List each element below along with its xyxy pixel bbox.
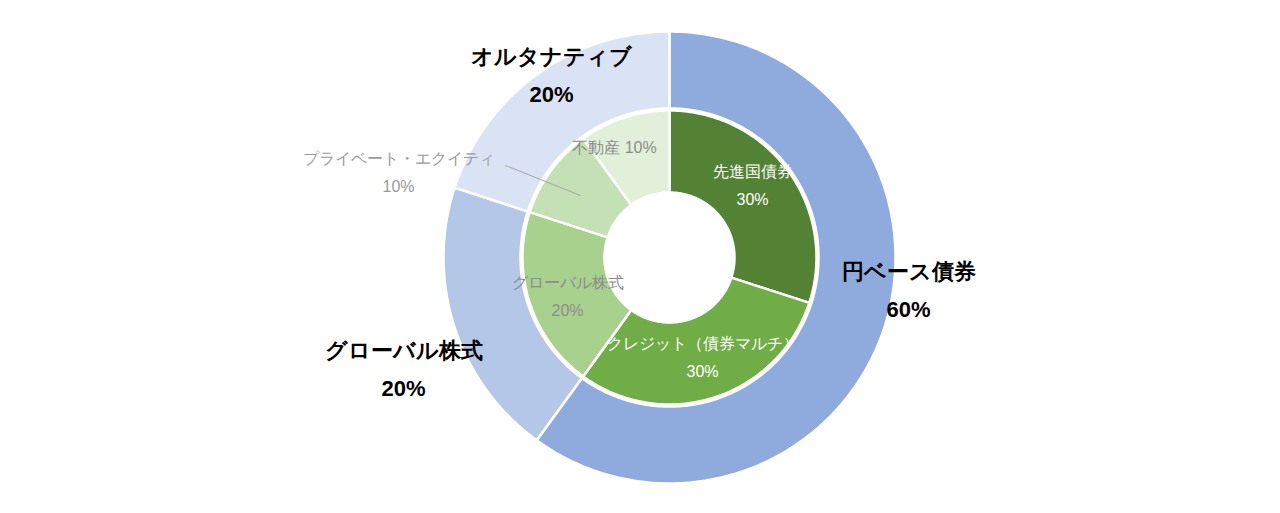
svg-text:円ベース債券60%: 円ベース債券60% <box>842 259 976 323</box>
svg-text:オルタナティブ20%: オルタナティブ20% <box>471 44 633 108</box>
svg-text:プライベート・エクイティ10%: プライベート・エクイティ10% <box>303 150 495 195</box>
svg-text:グローバル株式20%: グローバル株式20% <box>512 274 624 319</box>
svg-text:不動産 10%: 不動産 10% <box>572 139 656 156</box>
svg-text:クレジット（債券マルチ）30%: クレジット（債券マルチ）30% <box>607 335 799 380</box>
svg-text:先進国債券30%: 先進国債券30% <box>713 163 793 208</box>
svg-text:グローバル株式20%: グローバル株式20% <box>325 338 483 402</box>
